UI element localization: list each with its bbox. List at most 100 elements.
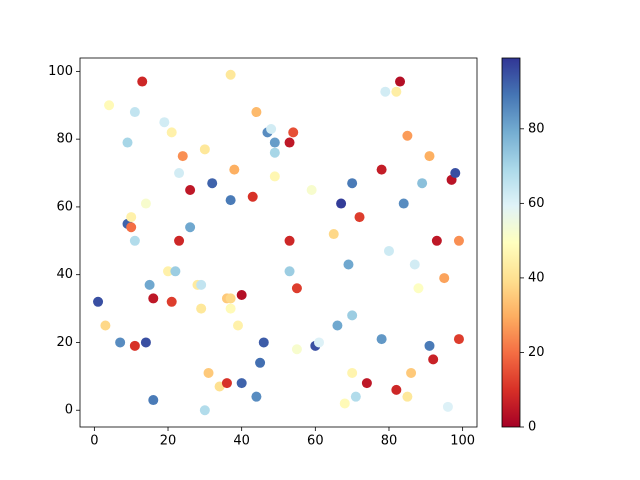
point [159,117,170,128]
point [137,76,148,87]
point [347,310,358,321]
point [185,184,196,195]
point [225,303,236,314]
point [166,127,177,138]
point [339,398,350,409]
point [196,279,207,290]
point [199,405,210,416]
x-tick-label: 40 [233,434,250,449]
point [203,367,214,378]
point [350,391,361,402]
point [328,229,339,240]
y-tick-label: 20 [56,335,73,350]
y-tick-label: 0 [65,403,73,418]
point [347,367,358,378]
point [269,171,280,182]
point [174,168,185,179]
point [332,320,343,331]
point [247,191,258,202]
y-tick-label: 80 [56,132,73,147]
point [376,334,387,345]
point [229,164,240,175]
point [199,144,210,155]
point [453,334,464,345]
point [402,391,413,402]
colorbar [501,57,521,428]
point [166,296,177,307]
point [266,123,277,134]
point [284,266,295,277]
x-tick-label: 20 [160,434,177,449]
point [284,235,295,246]
point [291,344,302,355]
point [100,320,111,331]
x-tick-label: 0 [90,434,98,449]
point [284,137,295,148]
point [431,235,442,246]
point [258,337,269,348]
point [354,212,365,223]
point [174,235,185,246]
point [232,320,243,331]
plot-frame [79,57,478,428]
x-tick-label: 60 [307,434,324,449]
point [207,178,218,189]
point [251,107,262,118]
y-tick-label: 40 [56,267,73,282]
point [115,337,126,348]
y-tick-label: 100 [48,64,73,79]
colorbar-tick-label: 0 [528,420,536,435]
point [376,164,387,175]
point [148,395,159,406]
colorbar-tick-label: 80 [528,121,545,136]
x-tick-label: 100 [450,434,475,449]
point [343,259,354,270]
point [225,293,236,304]
point [129,340,140,351]
y-tick-label: 60 [56,199,73,214]
point [93,296,104,307]
point [347,178,358,189]
point [424,151,435,162]
point [288,127,299,138]
point [406,367,417,378]
point [269,147,280,158]
point [439,273,450,284]
point [336,198,347,209]
point [140,337,151,348]
point [413,283,424,294]
colorbar-tick-label: 60 [528,196,545,211]
point [104,100,115,111]
point [395,76,406,87]
point [126,222,137,233]
point [255,357,266,368]
point [306,184,317,195]
point [428,354,439,365]
point [225,195,236,206]
point [417,178,428,189]
point [236,378,247,389]
point [236,290,247,301]
colorbar-tick-label: 20 [528,345,545,360]
point [170,266,181,277]
point [380,86,391,97]
point [391,86,402,97]
point [269,137,280,148]
point [251,391,262,402]
point [402,130,413,141]
point [453,235,464,246]
point [314,337,325,348]
x-tick-label: 80 [381,434,398,449]
point [129,107,140,118]
point [291,283,302,294]
point [391,384,402,395]
point [424,340,435,351]
point [398,198,409,209]
point [163,266,174,277]
point [196,303,207,314]
colorbar-tick-label: 40 [528,270,545,285]
point [122,137,133,148]
point [442,401,453,412]
